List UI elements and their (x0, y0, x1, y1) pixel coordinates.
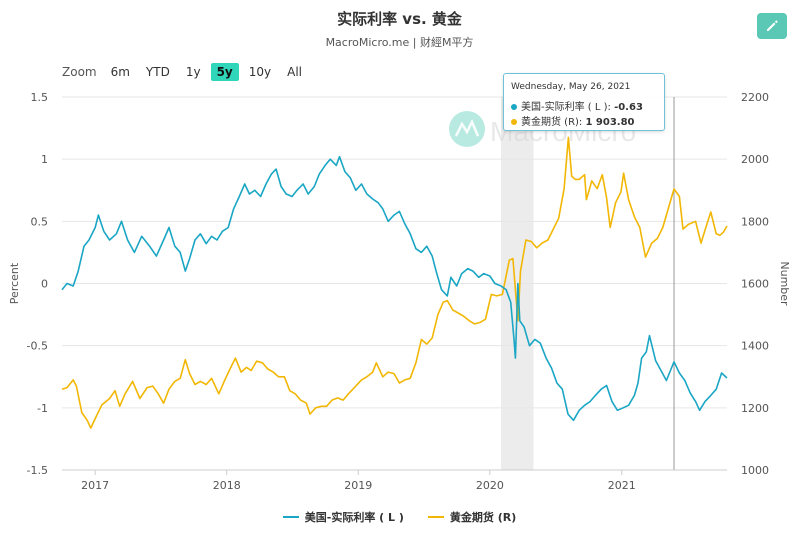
tooltip-real-rate-label: 美国-实际利率 ( L ): (521, 102, 615, 113)
x-tick-label: 2020 (476, 479, 504, 492)
grid (62, 96, 727, 471)
tooltip-row-gold: 黄金期货 (R): 1 903.80 (511, 113, 635, 128)
right-tick-label: 1000 (741, 464, 769, 477)
edit-button[interactable] (757, 13, 787, 39)
tooltip-row-real-rate: 美国-实际利率 ( L ): -0.63 (511, 98, 643, 113)
left-tick-label: -1 (37, 402, 48, 415)
zoom-5y-button[interactable]: 5y (210, 63, 239, 81)
left-tick-label: 0 (41, 278, 48, 291)
right-tick-label: 1400 (741, 340, 769, 353)
zoom-10y-button[interactable]: 10y (248, 65, 272, 79)
left-tick-label: 0.5 (31, 215, 49, 228)
tooltip-date: Wednesday, May 26, 2021 (511, 82, 631, 92)
legend-item-real-rate[interactable]: 美国-实际利率 ( L ) (282, 509, 404, 525)
tooltip-gold-label: 黄金期货 (R): (521, 117, 586, 128)
tooltip: Wednesday, May 26, 2021 美国-实际利率 ( L ): -… (503, 73, 665, 131)
legend-label-real-rate: 美国-实际利率 ( L ) (304, 511, 404, 524)
x-tick-label: 2018 (213, 479, 241, 492)
left-tick-label: -0.5 (27, 340, 48, 353)
x-tick-label: 2019 (344, 479, 372, 492)
tooltip-real-rate-value: -0.63 (614, 102, 643, 113)
chart-subtitle: MacroMicro.me | 财經M平方 (325, 36, 474, 49)
left-tick-label: 1.5 (31, 91, 49, 104)
zoom-ytd-button[interactable]: YTD (145, 65, 170, 79)
zoom-all-button[interactable]: All (287, 65, 303, 79)
legend-swatch-real-rate (282, 516, 299, 518)
axes: 1.5 1 0.5 0 -0.5 -1 -1.5 2200 2000 1800 1600 1400 12… (8, 91, 791, 492)
series-line-gold[interactable] (61, 136, 728, 429)
left-tick-label: 1 (41, 153, 48, 166)
zoom-1y-button[interactable]: 1y (185, 65, 201, 79)
zoom-6m-button[interactable]: 6m (110, 65, 130, 79)
pencil-icon (767, 20, 778, 31)
right-axis-title: Number (778, 261, 791, 306)
logo-mark (454, 119, 480, 137)
gold-dot-icon (511, 119, 517, 125)
zoom-bar: Zoom 6m YTD 1y 5y 10y All (62, 61, 312, 83)
x-tick-label: 2021 (608, 479, 636, 492)
right-tick-label: 2200 (741, 91, 769, 104)
series-line-real-rate[interactable] (61, 155, 728, 422)
right-tick-label: 1600 (741, 278, 769, 291)
tooltip-gold-value: 1 903.80 (585, 117, 635, 128)
left-axis-title: Percent (8, 262, 21, 304)
legend-swatch-gold (427, 516, 444, 518)
legend-item-gold[interactable]: 黄金期货 (R) (427, 509, 517, 525)
macromicro-logo-icon (449, 111, 485, 147)
x-tick-label: 2017 (81, 479, 109, 492)
right-tick-label: 1200 (741, 402, 769, 415)
chart-title: 实际利率 vs. 黄金 (337, 10, 462, 28)
legend: 美国-实际利率 ( L ) 黄金期货 (R) (0, 509, 799, 525)
zoom-label: Zoom (62, 65, 97, 79)
legend-label-gold: 黄金期货 (R) (449, 511, 517, 524)
left-tick-label: -1.5 (27, 464, 48, 477)
right-tick-label: 2000 (741, 153, 769, 166)
right-tick-label: 1800 (741, 215, 769, 228)
real-rate-dot-icon (511, 104, 517, 110)
